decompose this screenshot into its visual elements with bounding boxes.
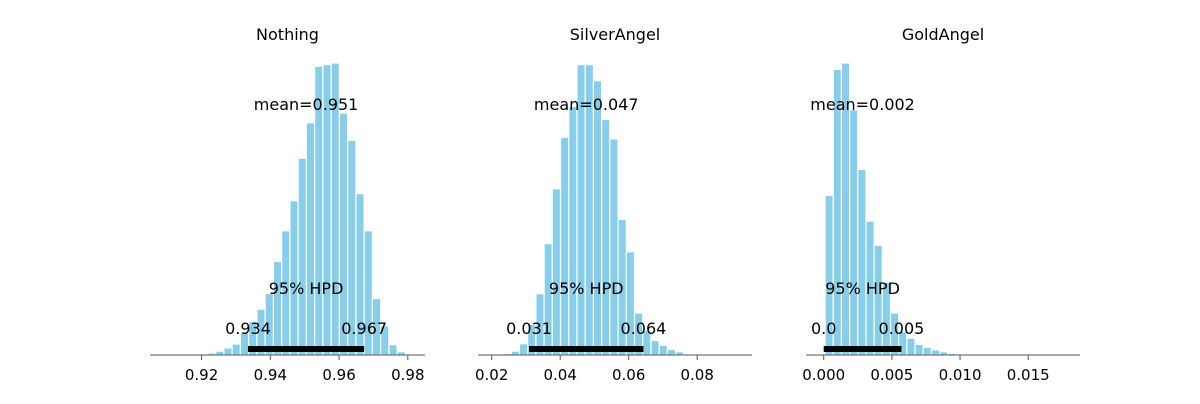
histogram-bar bbox=[519, 344, 527, 355]
histogram-bar bbox=[593, 81, 601, 355]
hpd-low-label: 0.934 bbox=[225, 319, 271, 338]
histogram-bar bbox=[610, 139, 618, 355]
x-tick-label: 0.06 bbox=[612, 366, 645, 384]
histogram-bar bbox=[544, 244, 552, 355]
histogram-bar bbox=[552, 189, 560, 355]
hpd-label: 95% HPD bbox=[825, 279, 900, 298]
panel-goldangel: GoldAngel 0.000 0.005 0.010 0.015 mean=0.00… bbox=[802, 25, 1080, 384]
histogram-bar bbox=[561, 137, 569, 355]
histogram-bar bbox=[273, 261, 281, 355]
x-tick-label: 0.96 bbox=[322, 366, 355, 384]
histogram-bar bbox=[858, 169, 866, 355]
hpd-label: 95% HPD bbox=[269, 279, 344, 298]
hpd-interval-bar bbox=[529, 346, 643, 352]
panel-nothing: Nothing 0.92 0.94 0.96 0.98 mean=0.951 95% … bbox=[150, 25, 425, 384]
histogram-bar bbox=[389, 345, 397, 355]
x-tick-label: 0.010 bbox=[939, 366, 982, 384]
histogram-bar bbox=[659, 345, 667, 355]
x-tick-label: 0.08 bbox=[680, 366, 713, 384]
mean-label: mean=0.047 bbox=[534, 95, 639, 114]
hpd-high-label: 0.005 bbox=[879, 319, 925, 338]
histogram-bar bbox=[626, 252, 634, 355]
histogram-bar bbox=[915, 344, 923, 355]
hpd-low-label: 0.0 bbox=[811, 319, 836, 338]
x-tick-label: 0.92 bbox=[185, 366, 218, 384]
x-tick-label: 0.04 bbox=[543, 366, 576, 384]
histogram-bar bbox=[923, 347, 931, 355]
histogram-bar bbox=[931, 350, 939, 355]
histogram-bar bbox=[298, 158, 306, 355]
histogram-bar bbox=[602, 119, 610, 355]
histogram-bar bbox=[651, 340, 659, 355]
hpd-high-label: 0.967 bbox=[341, 319, 387, 338]
x-tick-label: 0.02 bbox=[475, 366, 508, 384]
histogram-bar bbox=[306, 123, 314, 355]
hpd-low-label: 0.031 bbox=[506, 319, 552, 338]
histogram-bar bbox=[216, 351, 224, 355]
x-tick-label: 0.94 bbox=[254, 366, 287, 384]
histogram-bar bbox=[874, 245, 882, 355]
hpd-interval-bar bbox=[248, 346, 364, 352]
hpd-high-label: 0.064 bbox=[621, 319, 667, 338]
histogram-bar bbox=[290, 201, 298, 355]
x-tick-label: 0.005 bbox=[870, 366, 913, 384]
histogram-bar bbox=[224, 348, 232, 355]
x-tick-label: 0.015 bbox=[1007, 366, 1050, 384]
hpd-label: 95% HPD bbox=[549, 279, 624, 298]
panel-title: Nothing bbox=[256, 25, 319, 44]
mean-label: mean=0.002 bbox=[810, 95, 915, 114]
x-tick-label: 0.98 bbox=[391, 366, 424, 384]
panel-title: SilverAngel bbox=[570, 25, 660, 44]
histogram-bar bbox=[850, 110, 858, 355]
x-tick-label: 0.000 bbox=[802, 366, 845, 384]
hpd-interval-bar bbox=[824, 346, 902, 352]
panel-title: GoldAngel bbox=[902, 25, 984, 44]
histogram-bar bbox=[569, 107, 577, 355]
histogram-bar bbox=[667, 350, 675, 355]
mean-label: mean=0.951 bbox=[254, 95, 359, 114]
histogram-bar bbox=[511, 351, 519, 355]
histogram-bar bbox=[232, 344, 240, 355]
histogram-bar bbox=[907, 338, 915, 355]
